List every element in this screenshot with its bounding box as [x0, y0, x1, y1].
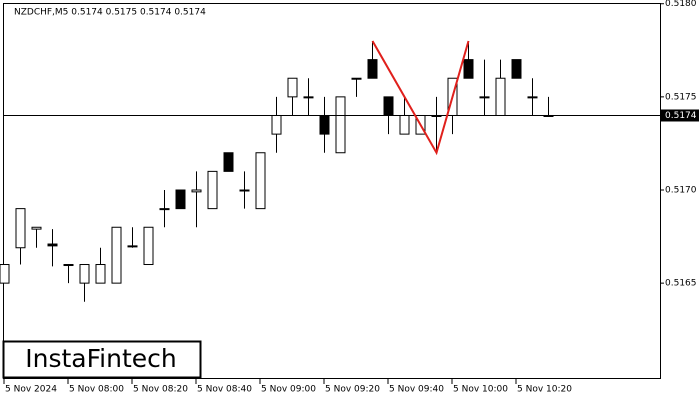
candle-body [287, 77, 298, 98]
candle-body [111, 226, 122, 284]
candle-body [79, 264, 90, 284]
candle-body [319, 114, 330, 135]
candle-body [383, 96, 394, 116]
logo-box [2, 340, 202, 379]
y-tick-label: 0.5170 [665, 186, 697, 196]
current-price-label: 0.5174 [665, 111, 697, 121]
candle-body [15, 208, 26, 249]
candle-body [223, 152, 234, 172]
chart-title: NZDCHF,M5 0.5174 0.5175 0.5174 0.5174 [14, 8, 206, 18]
candle-body [127, 245, 138, 248]
candle-body [239, 189, 250, 192]
x-tick-label: 5 Nov 08:20 [133, 385, 188, 395]
x-tick-label: 5 Nov 09:40 [389, 385, 444, 395]
candle-body [335, 96, 346, 154]
candle-body [479, 96, 490, 99]
candle-body [63, 264, 74, 267]
candle-body [0, 264, 10, 284]
y-tick-label: 0.5175 [665, 92, 697, 102]
x-tick-label: 5 Nov 2024 [5, 385, 57, 395]
candle-body [255, 152, 266, 210]
x-tick-label: 5 Nov 10:20 [517, 385, 572, 395]
pattern-line [371, 40, 470, 156]
logo: InstaFintech [25, 344, 177, 373]
plot-frame [3, 3, 661, 379]
candle-body [271, 114, 282, 135]
candle-body [191, 189, 202, 193]
candle-body [303, 96, 314, 99]
candle-body [95, 264, 106, 284]
y-tick-label: 0.5180 [665, 0, 697, 9]
candle-body [351, 77, 362, 80]
x-tick-label: 5 Nov 09:00 [261, 385, 316, 395]
x-tick-label: 5 Nov 08:40 [197, 385, 252, 395]
x-tick-label: 5 Nov 08:00 [69, 385, 124, 395]
candle-body [511, 59, 522, 79]
x-tick-label: 5 Nov 10:00 [453, 385, 508, 395]
candle-body [175, 189, 186, 210]
x-tick-label: 5 Nov 09:20 [325, 385, 380, 395]
candle-body [367, 59, 378, 79]
candle-body [463, 59, 474, 79]
y-tick-label: 0.5165 [665, 279, 697, 289]
candle-body [159, 208, 170, 211]
candle-body [527, 96, 538, 99]
current-price-box [661, 109, 699, 122]
candle-body [399, 114, 410, 135]
candle-body [47, 243, 58, 247]
candle-body [31, 226, 42, 230]
candle-body [143, 226, 154, 266]
candle-body [207, 170, 218, 210]
candle-body [495, 77, 506, 116]
